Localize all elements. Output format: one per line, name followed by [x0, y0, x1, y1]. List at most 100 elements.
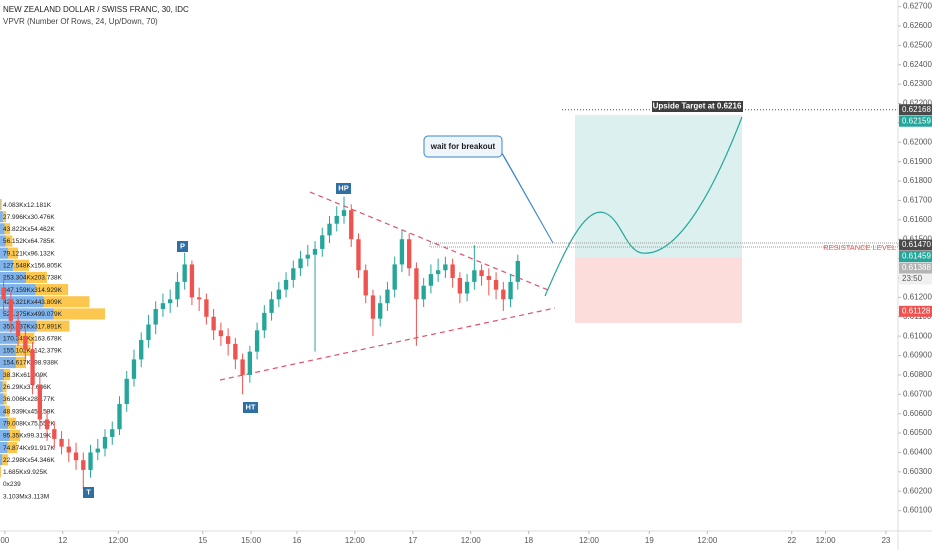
candle-body	[406, 239, 412, 269]
y-tick-label: 0.62600	[903, 21, 932, 30]
y-tick-label: 0.62000	[903, 137, 932, 146]
volume-down-bar	[36, 320, 70, 332]
volume-down-bar	[7, 442, 18, 454]
callout-box	[423, 135, 503, 158]
volume-down-bar	[0, 199, 2, 211]
y-tick-label: 0.60200	[903, 486, 932, 495]
y-tick-label: 0.61200	[903, 292, 932, 301]
volume-down-bar	[5, 405, 10, 417]
volume-label: 127.548Kx156.805K	[3, 263, 63, 270]
candle-body	[95, 448, 100, 453]
x-tick-label: 15:00	[241, 536, 262, 545]
y-tick-label: 0.61500	[903, 234, 932, 243]
x-tick-label: 17	[408, 536, 417, 545]
volume-up-bar	[0, 381, 3, 393]
volume-label: 56.152Kx64.785K	[3, 238, 55, 245]
x-tick-label: 12:00	[697, 536, 718, 545]
volume-up-bar	[0, 284, 36, 296]
volume-down-bar	[5, 235, 13, 247]
y-tick-label: 0.61800	[903, 176, 932, 185]
y-tick-label: 0.61000	[903, 331, 932, 340]
volume-down-bar	[15, 356, 27, 369]
volume-label: 0x239	[3, 481, 21, 488]
candle-body	[305, 254, 310, 259]
candle-body	[493, 279, 499, 290]
candle-body	[450, 264, 455, 278]
candle-body	[37, 384, 43, 420]
candle-body	[341, 210, 347, 216]
price-tag-label: 0.61128	[902, 306, 931, 315]
candle-body	[189, 264, 195, 298]
volume-label: 1.685Kx9.925K	[3, 469, 48, 476]
candle-body	[298, 258, 303, 269]
target-label: Upside Target at 0.6216	[653, 102, 742, 111]
candle-body	[160, 303, 166, 310]
price-tag-label: 0.61470	[902, 240, 931, 249]
volume-up-bar	[0, 223, 5, 235]
candle-body	[515, 260, 520, 282]
candle-body	[428, 274, 434, 286]
target-zone	[575, 115, 742, 257]
volume-label: 347.159Kx314.929K	[3, 287, 63, 294]
volume-label: 48.939Kx45.159K	[3, 408, 55, 415]
price-tag-label: 0.61388	[902, 263, 931, 272]
price-tag	[899, 104, 932, 116]
candle-body	[102, 436, 108, 449]
volume-up-bar	[0, 454, 3, 466]
callout-pointer	[499, 149, 554, 244]
marker-box	[177, 241, 188, 252]
candle-body	[385, 289, 390, 304]
y-tick-label: 0.61600	[903, 215, 932, 224]
volume-label: 36.006Kx28.177K	[3, 396, 55, 403]
candle-body	[182, 264, 187, 282]
candle-body	[269, 299, 274, 313]
markers: HP P HT T	[83, 183, 351, 498]
candle-body	[276, 289, 281, 300]
volume-down-bar	[2, 211, 7, 223]
volume-up-bar	[0, 417, 9, 429]
volume-label: 521.375Kx499.079K	[3, 311, 63, 318]
candle-body	[23, 336, 28, 350]
x-tick-label: 22	[787, 536, 796, 545]
candle-body	[443, 264, 448, 271]
y-tick-label: 0.62200	[903, 99, 932, 108]
price-tag	[899, 251, 932, 263]
y-tick-label: 0.60500	[903, 428, 932, 437]
volume-label: 170.349Kx163.678K	[3, 335, 63, 342]
volume-up-bar	[0, 369, 4, 381]
candle-body	[392, 264, 397, 290]
candle-body	[254, 330, 260, 352]
x-tick-label: 12:00	[461, 536, 482, 545]
volume-total: 3.103Mx3.113M	[3, 493, 49, 500]
triangle-upper	[309, 191, 549, 291]
countdown: 23:50	[902, 274, 923, 283]
volume-down-bar	[35, 284, 69, 296]
candle-body	[435, 270, 441, 275]
candle-body	[240, 359, 245, 375]
price-tag	[899, 262, 932, 274]
volume-label: 79.008Kx75.552K	[3, 420, 55, 427]
volume-label: 27.996Kx30.476K	[3, 214, 55, 221]
candle-body	[247, 351, 253, 375]
candle-body	[312, 248, 318, 255]
volume-label: 425.321Kx443.809K	[3, 299, 63, 306]
candle-body	[356, 239, 361, 271]
candle-body	[168, 299, 173, 304]
volume-up-bar	[0, 211, 3, 223]
candle-body	[59, 438, 64, 447]
y-tick-label: 0.60400	[903, 448, 932, 457]
y-tick-label: 0.62500	[903, 40, 932, 49]
y-tick-label: 0.61700	[903, 196, 932, 205]
price-tag-label: 0.62168	[902, 105, 931, 114]
volume-label: 38.3Kx61.009K	[3, 372, 48, 379]
x-tick-label: 23	[881, 536, 890, 545]
candle-body	[15, 320, 21, 337]
volume-label: 26.29Kx37.636K	[3, 384, 52, 391]
volume-down-bar	[3, 369, 11, 381]
y-tick-label: 0.62700	[903, 2, 932, 11]
marker-box	[336, 183, 351, 194]
candle-body	[66, 446, 71, 453]
candle-body	[457, 277, 463, 294]
candle-body	[472, 270, 477, 282]
